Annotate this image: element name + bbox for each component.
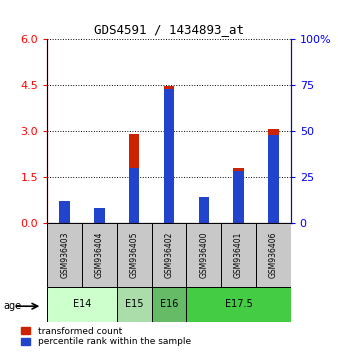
Text: E14: E14	[73, 299, 91, 309]
Bar	[164, 88, 174, 223]
Bar	[233, 171, 244, 223]
Text: E17.5: E17.5	[225, 299, 252, 309]
Bar	[59, 218, 70, 223]
FancyBboxPatch shape	[221, 223, 256, 287]
Text: GSM936402: GSM936402	[165, 232, 173, 278]
FancyBboxPatch shape	[152, 223, 186, 287]
Title: GDS4591 / 1434893_at: GDS4591 / 1434893_at	[94, 23, 244, 36]
FancyBboxPatch shape	[256, 223, 291, 287]
Bar	[94, 222, 105, 223]
FancyBboxPatch shape	[186, 223, 221, 287]
FancyBboxPatch shape	[47, 223, 82, 287]
FancyBboxPatch shape	[152, 287, 186, 322]
Text: GSM936405: GSM936405	[130, 232, 139, 278]
Text: GSM936406: GSM936406	[269, 232, 278, 278]
Bar	[268, 135, 279, 223]
Text: GSM936404: GSM936404	[95, 232, 104, 278]
Bar	[59, 201, 70, 223]
FancyBboxPatch shape	[117, 223, 152, 287]
FancyBboxPatch shape	[117, 287, 152, 322]
Bar	[129, 168, 140, 223]
Bar	[129, 134, 140, 223]
Bar	[268, 130, 279, 223]
Text: GSM936403: GSM936403	[60, 232, 69, 278]
Bar	[198, 217, 209, 223]
Text: E16: E16	[160, 299, 178, 309]
Bar	[94, 208, 105, 223]
FancyBboxPatch shape	[47, 287, 117, 322]
Text: age: age	[3, 301, 22, 311]
Bar	[164, 86, 174, 223]
Text: E15: E15	[125, 299, 144, 309]
Legend: transformed count, percentile rank within the sample: transformed count, percentile rank withi…	[21, 327, 191, 347]
Bar	[233, 168, 244, 223]
Bar	[198, 197, 209, 223]
Text: GSM936401: GSM936401	[234, 232, 243, 278]
Text: GSM936400: GSM936400	[199, 232, 208, 278]
FancyBboxPatch shape	[186, 287, 291, 322]
FancyBboxPatch shape	[82, 223, 117, 287]
